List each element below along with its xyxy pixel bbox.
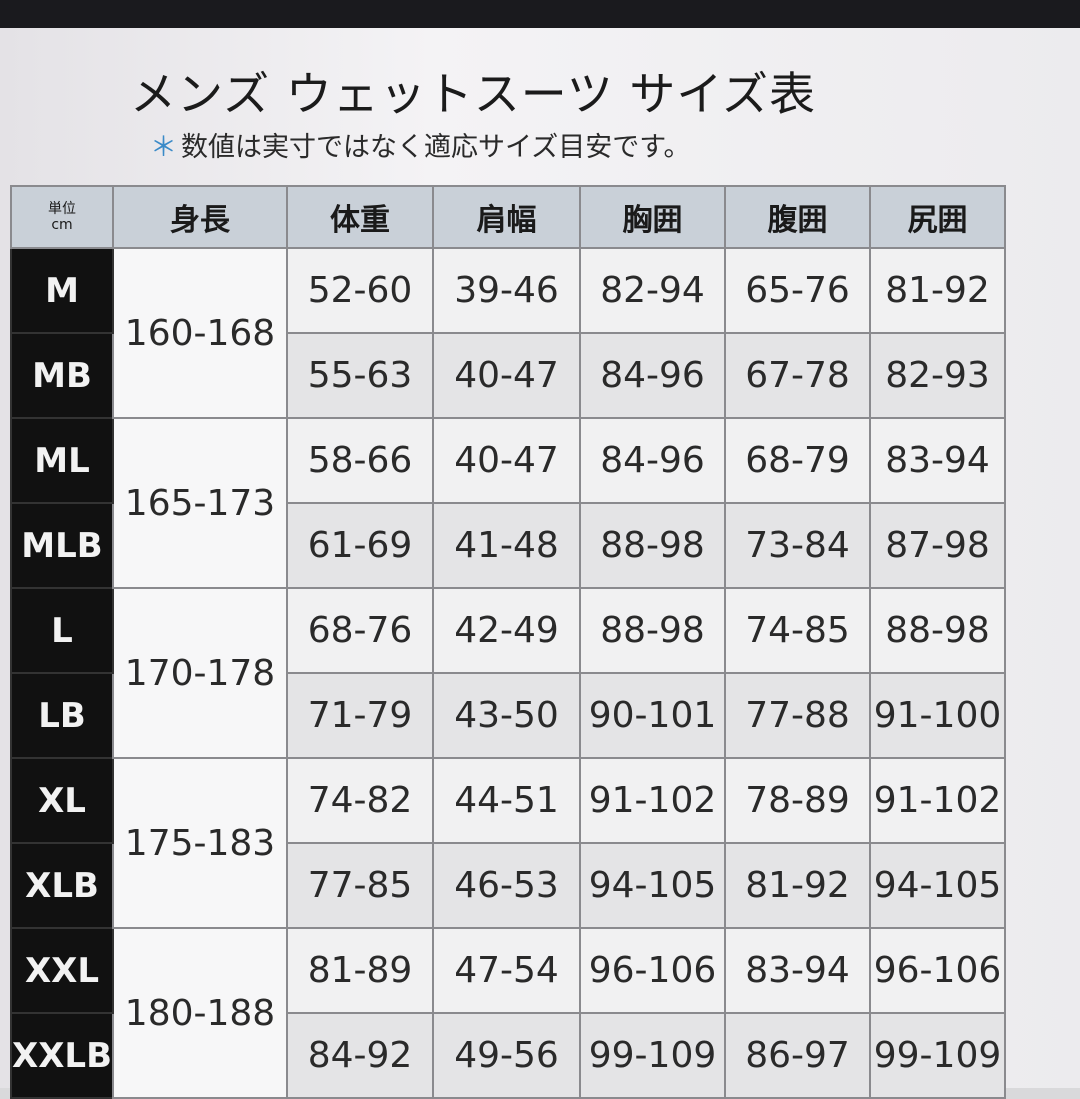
measurement-cell: 41-48 bbox=[432, 502, 582, 589]
col-header-shoulder: 肩幅 bbox=[432, 185, 582, 249]
size-label: L bbox=[9, 587, 115, 674]
measurement-cell: 86-97 bbox=[724, 1012, 872, 1099]
table-row: XLB 77-85 46-53 94-105 81-92 94-105 bbox=[9, 842, 1007, 929]
measurement-cell: 68-76 bbox=[286, 587, 435, 674]
measurement-cell: 68-79 bbox=[724, 417, 872, 504]
subtitle-text: 数値は実寸ではなく適応サイズ目安です。 bbox=[181, 132, 691, 163]
measurement-cell: 91-102 bbox=[579, 757, 727, 844]
size-label: XXL bbox=[9, 927, 115, 1014]
height-range: 180-188 bbox=[112, 927, 289, 1099]
size-table: 単位 cm 身長 体重 肩幅 胸囲 腹囲 尻囲 M 160-168 52-60 39-4… bbox=[9, 185, 1007, 1099]
measurement-cell: 99-109 bbox=[579, 1012, 727, 1099]
table-row: ML 165-173 58-66 40-47 84-96 68-79 83-94 bbox=[9, 417, 1007, 589]
measurement-cell: 65-76 bbox=[724, 247, 872, 334]
col-header-hip: 尻囲 bbox=[869, 185, 1007, 249]
size-label: LB bbox=[9, 672, 115, 759]
measurement-cell: 96-106 bbox=[579, 927, 727, 1014]
measurement-cell: 81-92 bbox=[724, 842, 872, 929]
measurement-cell: 58-66 bbox=[286, 417, 435, 504]
height-range: 160-168 bbox=[112, 247, 289, 419]
unit-value: cm bbox=[51, 217, 73, 233]
measurement-cell: 82-93 bbox=[869, 332, 1007, 419]
table-row: MLB 61-69 41-48 88-98 73-84 87-98 bbox=[9, 502, 1007, 589]
measurement-cell: 49-56 bbox=[432, 1012, 582, 1099]
measurement-cell: 74-85 bbox=[724, 587, 872, 674]
measurement-cell: 81-92 bbox=[869, 247, 1007, 334]
size-label: XL bbox=[9, 757, 115, 844]
table-row: XL 175-183 74-82 44-51 91-102 78-89 91-102 bbox=[9, 757, 1007, 929]
measurement-cell: 40-47 bbox=[432, 332, 582, 419]
height-range: 175-183 bbox=[112, 757, 289, 929]
col-header-height: 身長 bbox=[112, 185, 289, 249]
height-range: 165-173 bbox=[112, 417, 289, 589]
measurement-cell: 74-82 bbox=[286, 757, 435, 844]
measurement-cell: 52-60 bbox=[286, 247, 435, 334]
measurement-cell: 94-105 bbox=[869, 842, 1007, 929]
col-header-waist: 腹囲 bbox=[724, 185, 872, 249]
measurement-cell: 71-79 bbox=[286, 672, 435, 759]
measurement-cell: 78-89 bbox=[724, 757, 872, 844]
measurement-cell: 96-106 bbox=[869, 927, 1007, 1014]
table-row: M 160-168 52-60 39-46 82-94 65-76 81-92 bbox=[9, 247, 1007, 419]
size-label: XLB bbox=[9, 842, 115, 929]
measurement-cell: 43-50 bbox=[432, 672, 582, 759]
measurement-cell: 99-109 bbox=[869, 1012, 1007, 1099]
subtitle: ＊数値は実寸ではなく適応サイズ目安です。 bbox=[150, 125, 691, 164]
unit-header: 単位 cm bbox=[9, 185, 115, 249]
measurement-cell: 90-101 bbox=[579, 672, 727, 759]
measurement-cell: 84-96 bbox=[579, 417, 727, 504]
size-label: ML bbox=[9, 417, 115, 504]
measurement-cell: 55-63 bbox=[286, 332, 435, 419]
measurement-cell: 94-105 bbox=[579, 842, 727, 929]
measurement-cell: 67-78 bbox=[724, 332, 872, 419]
measurement-cell: 46-53 bbox=[432, 842, 582, 929]
size-label: MB bbox=[9, 332, 115, 419]
col-header-weight: 体重 bbox=[286, 185, 435, 249]
page-title: メンズ ウェットスーツ サイズ表 bbox=[130, 67, 817, 121]
measurement-cell: 83-94 bbox=[724, 927, 872, 1014]
measurement-cell: 39-46 bbox=[432, 247, 582, 334]
measurement-cell: 88-98 bbox=[579, 502, 727, 589]
measurement-cell: 87-98 bbox=[869, 502, 1007, 589]
measurement-cell: 84-92 bbox=[286, 1012, 435, 1099]
height-range: 170-178 bbox=[112, 587, 289, 759]
table-row: L 170-178 68-76 42-49 88-98 74-85 88-98 bbox=[9, 587, 1007, 759]
measurement-cell: 88-98 bbox=[579, 587, 727, 674]
measurement-cell: 91-102 bbox=[869, 757, 1007, 844]
table-row: LB 71-79 43-50 90-101 77-88 91-100 bbox=[9, 672, 1007, 759]
table-row: MB 55-63 40-47 84-96 67-78 82-93 bbox=[9, 332, 1007, 419]
measurement-cell: 47-54 bbox=[432, 927, 582, 1014]
measurement-cell: 91-100 bbox=[869, 672, 1007, 759]
col-header-chest: 胸囲 bbox=[579, 185, 727, 249]
header-row: 単位 cm 身長 体重 肩幅 胸囲 腹囲 尻囲 bbox=[9, 185, 1007, 249]
size-label: XXLB bbox=[9, 1012, 115, 1099]
measurement-cell: 82-94 bbox=[579, 247, 727, 334]
measurement-cell: 83-94 bbox=[869, 417, 1007, 504]
measurement-cell: 84-96 bbox=[579, 332, 727, 419]
measurement-cell: 40-47 bbox=[432, 417, 582, 504]
measurement-cell: 44-51 bbox=[432, 757, 582, 844]
photo-border bbox=[0, 0, 1080, 30]
measurement-cell: 77-88 bbox=[724, 672, 872, 759]
size-label: M bbox=[9, 247, 115, 334]
table-row: XXL 180-188 81-89 47-54 96-106 83-94 96-106 bbox=[9, 927, 1007, 1099]
measurement-cell: 61-69 bbox=[286, 502, 435, 589]
measurement-cell: 88-98 bbox=[869, 587, 1007, 674]
unit-label: 単位 bbox=[48, 201, 76, 217]
measurement-cell: 81-89 bbox=[286, 927, 435, 1014]
measurement-cell: 77-85 bbox=[286, 842, 435, 929]
measurement-cell: 42-49 bbox=[432, 587, 582, 674]
size-label: MLB bbox=[9, 502, 115, 589]
measurement-cell: 73-84 bbox=[724, 502, 872, 589]
asterisk-icon: ＊ bbox=[150, 132, 177, 163]
